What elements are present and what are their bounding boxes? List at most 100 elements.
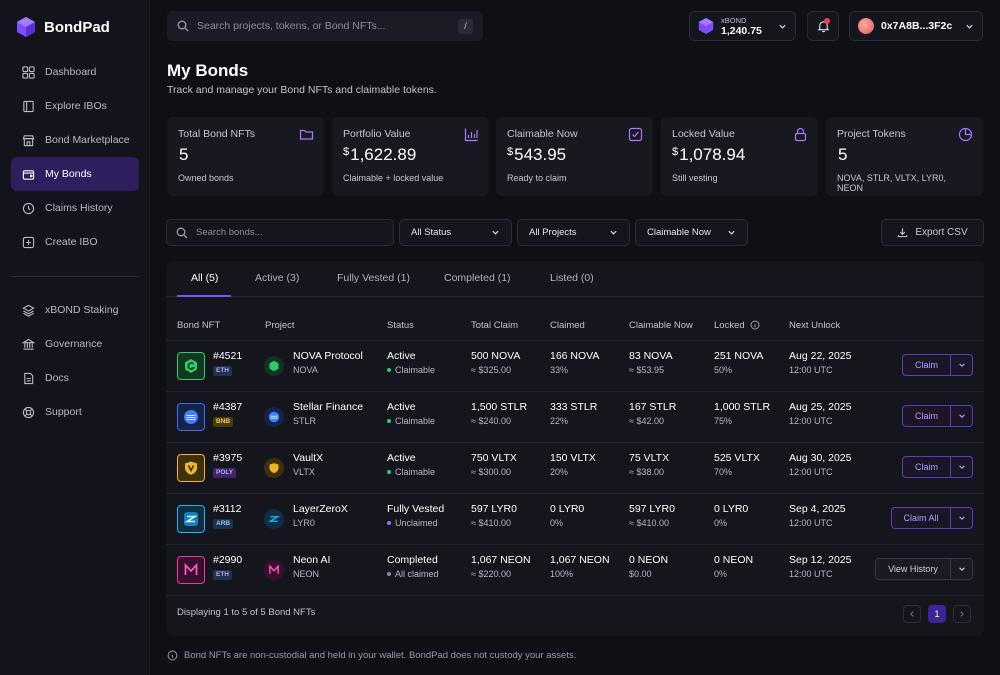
nft-thumbnail[interactable] — [177, 454, 205, 482]
nft-thumbnail[interactable] — [177, 352, 205, 380]
sidebar-item-xbond-staking[interactable]: xBOND Staking — [11, 293, 139, 327]
sidebar-item-create-ibo[interactable]: Create IBO — [11, 225, 139, 259]
check-square-icon — [628, 127, 643, 142]
nft-id[interactable]: #4521 — [213, 350, 243, 362]
project-name[interactable]: Neon AI — [293, 554, 331, 566]
sidebar-item-label: Explore IBOs — [45, 100, 107, 112]
claimed-percent: 33% — [550, 365, 569, 375]
stat-value: $1,622.89 — [343, 145, 417, 164]
notifications-button[interactable] — [807, 11, 839, 41]
wallet-button[interactable]: 0x7A8B...3F2c — [849, 11, 983, 41]
project-name[interactable]: VaultX — [293, 452, 324, 464]
sidebar-item-docs[interactable]: Docs — [11, 361, 139, 395]
status-badge: Claimable — [387, 465, 435, 479]
xbond-balance[interactable]: xBOND 1,240.75 — [689, 11, 796, 41]
sidebar-item-explore-ibos[interactable]: Explore IBOs — [11, 89, 139, 123]
nft-id[interactable]: #2990 — [213, 554, 243, 566]
export-csv-button[interactable]: Export CSV — [881, 219, 984, 246]
claim-button[interactable]: Claim — [902, 456, 951, 478]
action-menu-button[interactable] — [951, 456, 973, 478]
sidebar-item-governance[interactable]: Governance — [11, 327, 139, 361]
logo[interactable]: BondPad — [16, 16, 110, 38]
project-name[interactable]: NOVA Protocol — [293, 350, 363, 362]
total-claim-usd: ≈ $410.00 — [471, 518, 511, 528]
bond-search-input[interactable]: Search bonds... — [166, 219, 394, 246]
wallet-icon — [22, 168, 35, 181]
claimable-usd: ≈ $53.95 — [629, 365, 664, 375]
chevron-right-icon — [960, 611, 964, 617]
claimable-amount: 0 NEON — [629, 554, 669, 566]
table-row: #3112 ARB LayerZeroX LYR0 Fully Vested Uncl… — [166, 493, 984, 544]
nft-id[interactable]: #3112 — [213, 503, 242, 515]
claimed-percent: 22% — [550, 416, 569, 426]
action-menu-button[interactable] — [951, 507, 973, 529]
unlock-date: Aug 22, 2025 — [789, 350, 852, 362]
sidebar-item-label: Create IBO — [45, 236, 98, 248]
page-button-current[interactable]: 1 — [928, 605, 946, 623]
nft-thumbnail[interactable] — [177, 403, 205, 431]
status-badge: Claimable — [387, 363, 435, 377]
table-row: #2990 ETH Neon AI NEON Completed All claime… — [166, 544, 984, 595]
claim-all-button[interactable]: Claim All — [891, 507, 951, 529]
chevron-down-icon — [958, 567, 965, 571]
storefront-icon — [22, 134, 35, 147]
layerzerox-project-icon — [264, 509, 284, 529]
notification-dot — [824, 18, 830, 24]
search-icon — [176, 227, 188, 238]
nft-thumbnail[interactable] — [177, 505, 205, 533]
sidebar-item-label: Docs — [45, 372, 69, 384]
sidebar-item-bond-marketplace[interactable]: Bond Marketplace — [11, 123, 139, 157]
global-search-input[interactable]: Search projects, tokens, or Bond NFTs...… — [167, 11, 483, 41]
primary-nav: Dashboard Explore IBOs Bond Marketplace … — [11, 55, 139, 259]
chevron-down-icon — [779, 24, 786, 29]
stat-sub: Still vesting — [672, 173, 718, 183]
claimable-filter-value: Claimable Now — [647, 227, 711, 238]
sidebar-item-my-bonds[interactable]: My Bonds — [11, 157, 139, 191]
book-icon — [22, 100, 35, 113]
nft-thumbnail[interactable] — [177, 556, 205, 584]
sidebar: BondPad Dashboard Explore IBOs Bond Mark… — [0, 0, 150, 675]
tab-fully-vested[interactable]: Fully Vested (1) — [337, 272, 410, 284]
grid-icon — [22, 65, 35, 79]
info-icon[interactable] — [750, 320, 760, 330]
tab-active[interactable]: Active (3) — [255, 272, 300, 284]
view-history-button[interactable]: View History — [875, 558, 951, 580]
locked-amount: 0 LYR0 — [714, 503, 749, 515]
next-page-button[interactable] — [953, 605, 971, 623]
total-claim-usd: ≈ $220.00 — [471, 569, 511, 579]
status-filter[interactable]: All Status — [399, 219, 512, 246]
chevron-down-icon — [610, 230, 617, 235]
folder-icon — [299, 129, 314, 140]
claim-button[interactable]: Claim — [902, 405, 951, 427]
tab-completed[interactable]: Completed (1) — [444, 272, 511, 284]
tab-all[interactable]: All (5) — [191, 272, 219, 284]
claimed-amount: 333 STLR — [550, 401, 598, 413]
action-menu-button[interactable] — [951, 354, 973, 376]
total-claim: 1,067 NEON — [471, 554, 531, 566]
action-menu-button[interactable] — [951, 405, 973, 427]
action-menu-button[interactable] — [951, 558, 973, 580]
project-name[interactable]: Stellar Finance — [293, 401, 364, 413]
projects-filter[interactable]: All Projects — [517, 219, 630, 246]
chevron-down-icon — [966, 24, 973, 29]
sidebar-item-dashboard[interactable]: Dashboard — [11, 55, 139, 89]
nft-id[interactable]: #4387 — [213, 401, 243, 413]
project-name[interactable]: LayerZeroX — [293, 503, 348, 515]
claimable-filter[interactable]: Claimable Now — [635, 219, 748, 246]
vaultx-logo-icon — [185, 461, 197, 475]
total-claim: 500 NOVA — [471, 350, 521, 362]
sidebar-item-support[interactable]: Support — [11, 395, 139, 429]
locked-amount: 525 VLTX — [714, 452, 760, 464]
vaultx-project-icon — [264, 458, 284, 478]
neon-ai-logo-icon — [184, 562, 198, 575]
nft-id[interactable]: #3975 — [213, 452, 243, 464]
total-claim: 597 LYR0 — [471, 503, 517, 515]
claim-button[interactable]: Claim — [902, 354, 951, 376]
column-header: Total Claim — [471, 320, 518, 331]
tab-listed[interactable]: Listed (0) — [550, 272, 594, 284]
sidebar-item-claims-history[interactable]: Claims History — [11, 191, 139, 225]
chevron-down-icon — [958, 414, 965, 418]
prev-page-button[interactable] — [903, 605, 921, 623]
secondary-nav: xBOND Staking Governance Docs Support — [11, 293, 139, 429]
stellar-logo-icon — [184, 410, 198, 424]
